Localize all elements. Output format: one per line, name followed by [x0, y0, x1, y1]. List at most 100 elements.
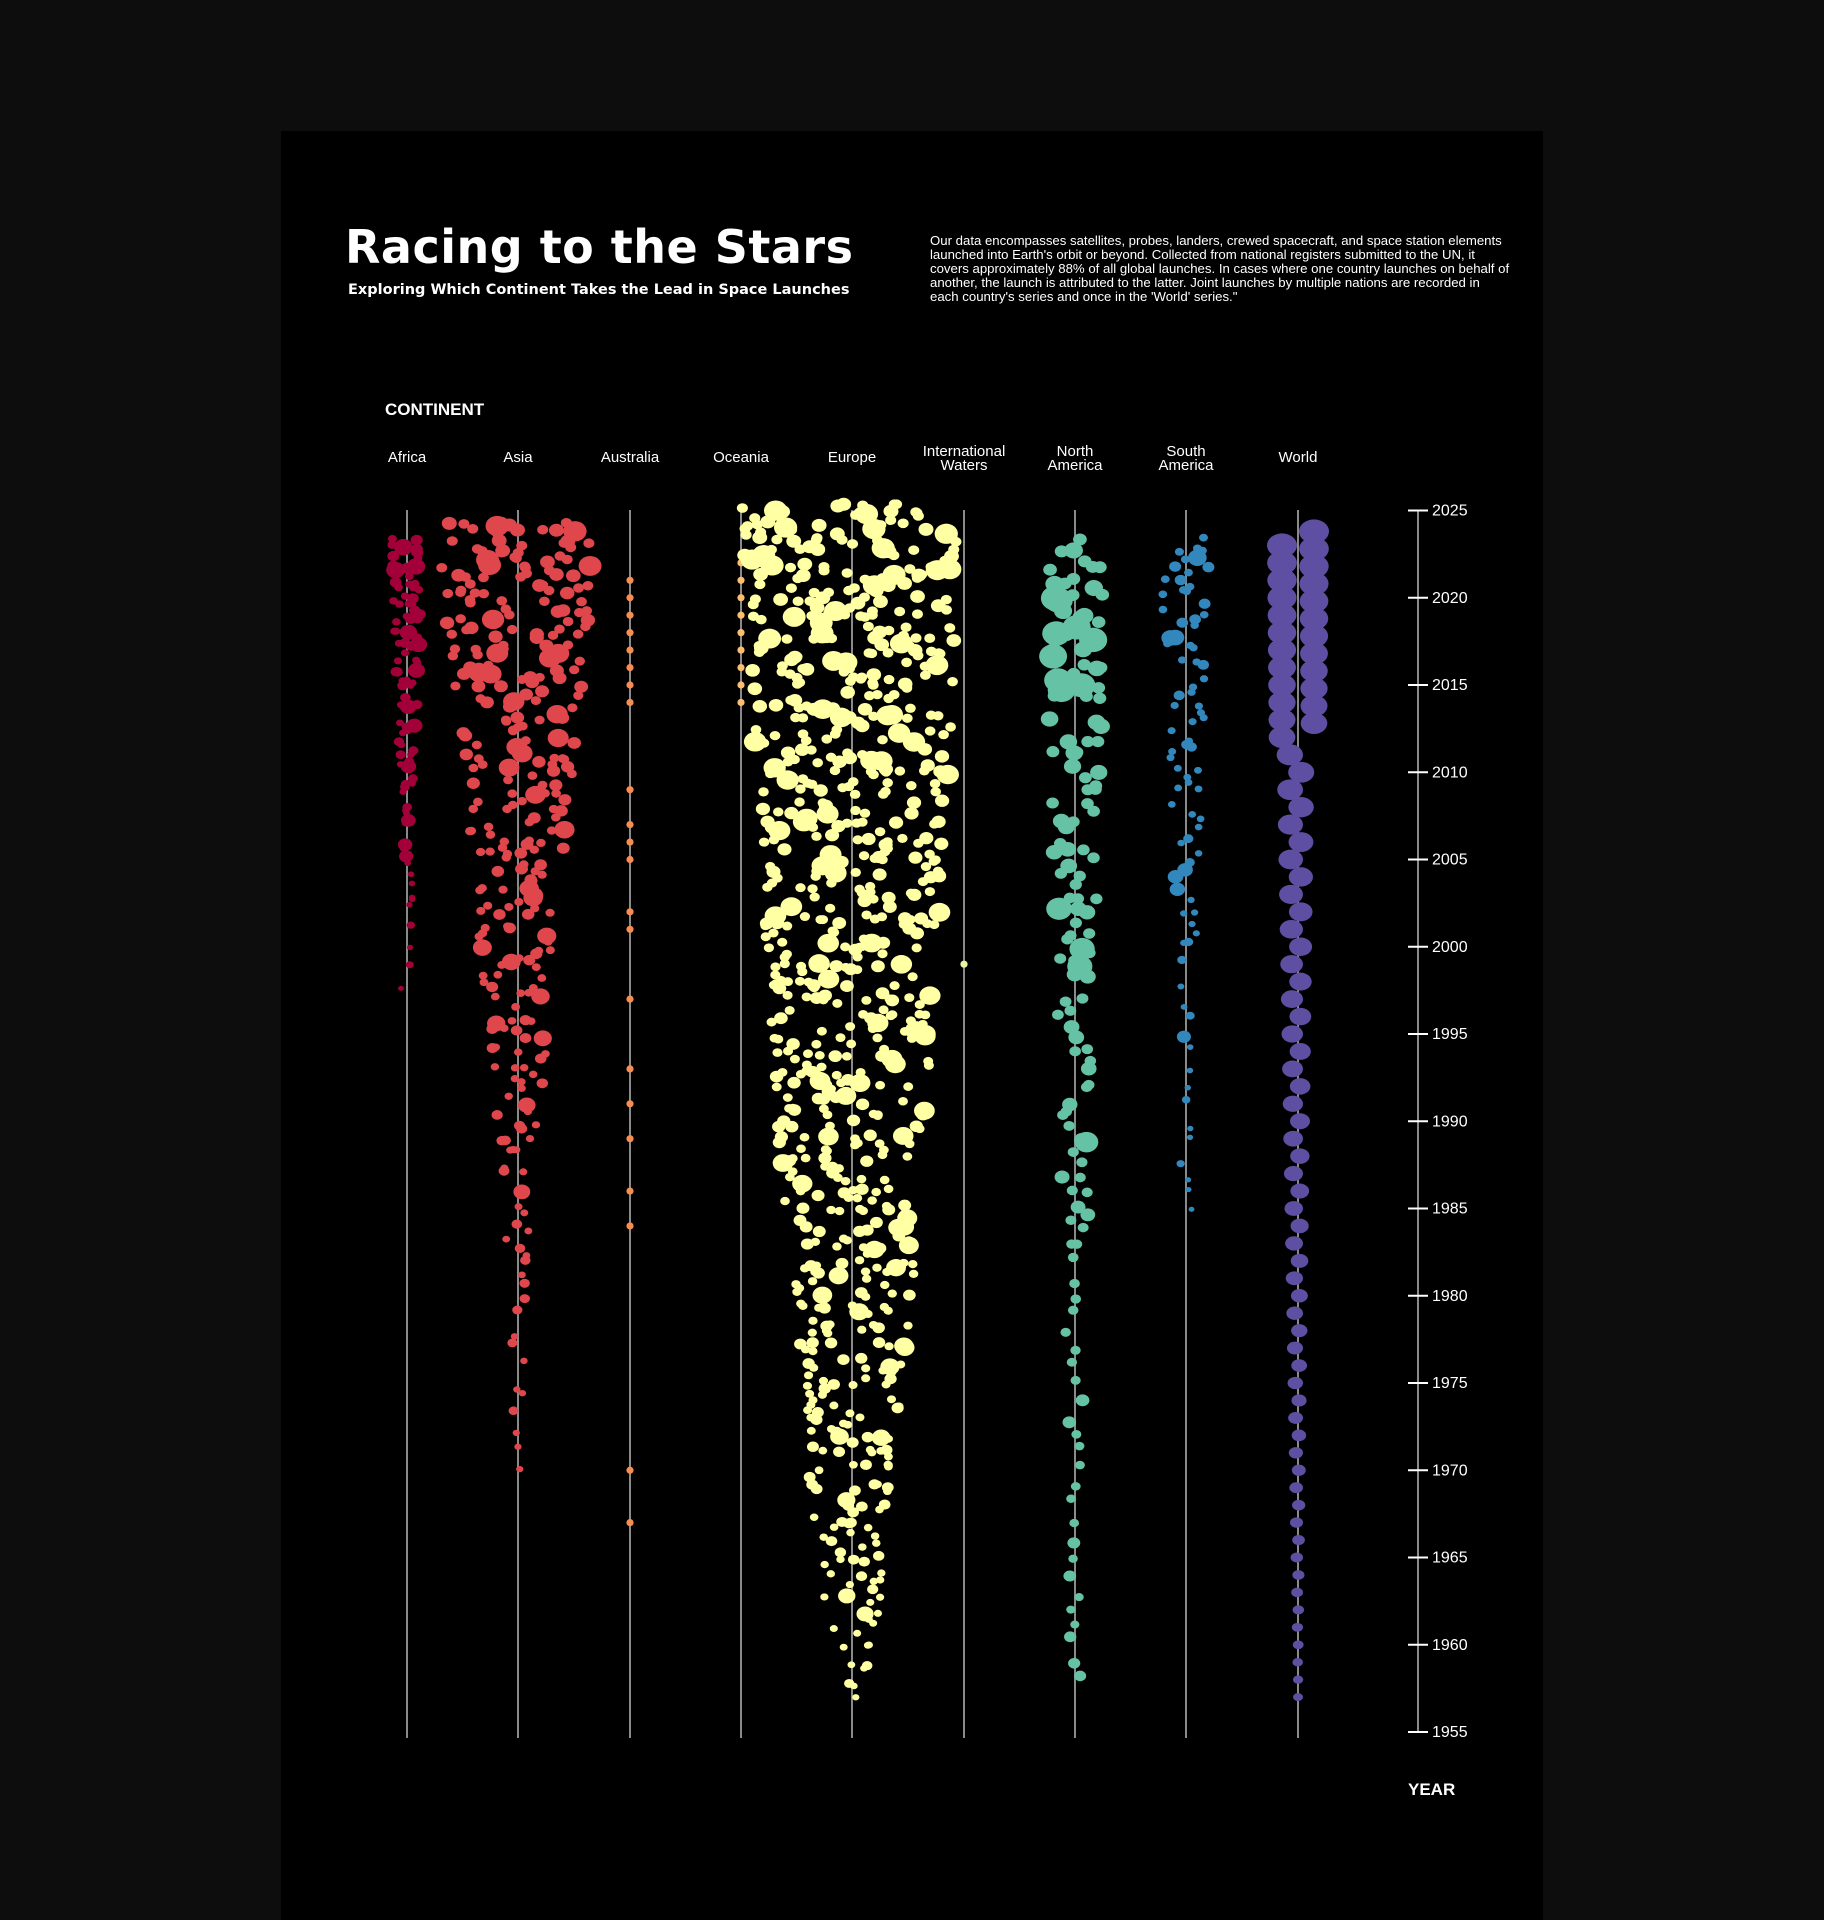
launch-dot — [566, 569, 581, 583]
page-subtitle: Exploring Which Continent Takes the Lead… — [348, 282, 850, 298]
launch-dot — [1076, 1157, 1088, 1168]
launch-dot — [792, 1174, 813, 1193]
launch-dot — [737, 576, 745, 584]
launch-dot — [897, 677, 913, 691]
launch-dot — [838, 1588, 856, 1604]
launch-dot — [1062, 1416, 1077, 1429]
launch-dot — [797, 557, 813, 571]
launch-dot — [532, 756, 546, 768]
launch-dot — [1169, 561, 1182, 572]
launch-dot — [508, 1406, 519, 1416]
launch-dot — [395, 750, 406, 760]
category-label-asia: Asia — [503, 449, 533, 466]
launch-dot — [736, 503, 748, 513]
launch-dot — [890, 955, 913, 974]
launch-dot — [877, 735, 888, 745]
series-world — [1267, 519, 1329, 1702]
launch-dot — [811, 831, 822, 841]
launch-dot — [945, 722, 956, 732]
launch-dot — [514, 1203, 523, 1211]
launch-dot — [574, 656, 585, 666]
launch-dot — [858, 934, 869, 944]
launch-dot — [1070, 1345, 1081, 1355]
launch-dot — [924, 726, 936, 736]
launch-dot — [479, 978, 489, 987]
year-tick-label: 1980 — [1432, 1288, 1468, 1305]
launch-dot — [1267, 568, 1297, 593]
launch-dot — [497, 843, 508, 852]
launch-dot — [538, 648, 561, 668]
launch-dot — [406, 921, 416, 929]
launch-dot — [818, 565, 830, 576]
launch-dot — [772, 807, 784, 817]
launch-dot — [1289, 1007, 1312, 1026]
launch-dot — [826, 934, 837, 944]
launch-dot — [786, 1038, 800, 1050]
launch-dot — [512, 1429, 520, 1437]
launch-dot — [1076, 993, 1089, 1004]
launch-dot — [1291, 1587, 1304, 1598]
launch-dot — [814, 1466, 824, 1475]
launch-dot — [807, 597, 818, 607]
launch-dot — [1267, 603, 1297, 627]
launch-dot — [840, 1176, 851, 1186]
launch-dot — [1063, 1120, 1075, 1131]
launch-dot — [1183, 937, 1194, 947]
launch-dot — [904, 993, 915, 1003]
launch-dot — [891, 1402, 904, 1414]
launch-dot — [806, 1337, 819, 1349]
launch-dot — [865, 1641, 873, 1649]
launch-dot — [411, 548, 421, 557]
launch-dot — [938, 730, 949, 740]
launch-dot — [960, 960, 968, 968]
launch-dot — [537, 870, 547, 879]
launch-dot — [769, 730, 781, 741]
launch-dot — [626, 821, 634, 829]
launch-dot — [934, 837, 949, 850]
launch-dot — [841, 818, 853, 828]
launch-dot — [534, 715, 545, 725]
launch-dot — [1184, 568, 1193, 577]
launch-dot — [1069, 1518, 1080, 1528]
launch-dot — [1177, 656, 1187, 664]
launch-dot — [1059, 996, 1072, 1007]
launch-dot — [806, 779, 818, 789]
launch-dot — [504, 610, 515, 620]
launch-dot — [847, 1554, 860, 1565]
launch-dot — [770, 962, 781, 972]
launch-dot — [795, 961, 807, 971]
launch-dot — [1087, 714, 1106, 730]
launch-dot — [807, 884, 818, 894]
launch-dot — [626, 925, 634, 933]
launch-dot — [1177, 983, 1185, 990]
year-tick-label: 1985 — [1432, 1201, 1468, 1218]
launch-dot — [1161, 630, 1180, 646]
launch-dot — [1174, 547, 1184, 556]
launch-dot — [496, 547, 508, 558]
launch-dot — [800, 1238, 814, 1250]
launch-dot — [864, 881, 876, 891]
launch-dot — [1091, 735, 1105, 748]
launch-dot — [447, 651, 459, 661]
launch-dot — [493, 680, 508, 693]
launch-dot — [407, 722, 416, 730]
launch-dot — [779, 959, 790, 969]
launch-dot — [880, 1280, 890, 1290]
launch-dot — [858, 1556, 870, 1567]
launch-dot — [1069, 917, 1082, 929]
launch-dot — [1043, 563, 1057, 576]
launch-dot — [1064, 542, 1083, 559]
launch-dot — [390, 666, 402, 677]
launch-dot — [1300, 659, 1328, 683]
launch-dot — [820, 1560, 829, 1569]
launch-dot — [760, 921, 771, 931]
launch-dot — [512, 739, 527, 752]
launch-dot — [506, 624, 518, 635]
launch-dot — [1052, 813, 1070, 829]
launch-dot — [1081, 798, 1094, 810]
launch-dot — [478, 589, 490, 599]
launch-dot — [806, 1426, 816, 1435]
launch-dot — [498, 640, 509, 650]
launch-dot — [818, 1446, 828, 1455]
launch-dot — [920, 862, 932, 872]
